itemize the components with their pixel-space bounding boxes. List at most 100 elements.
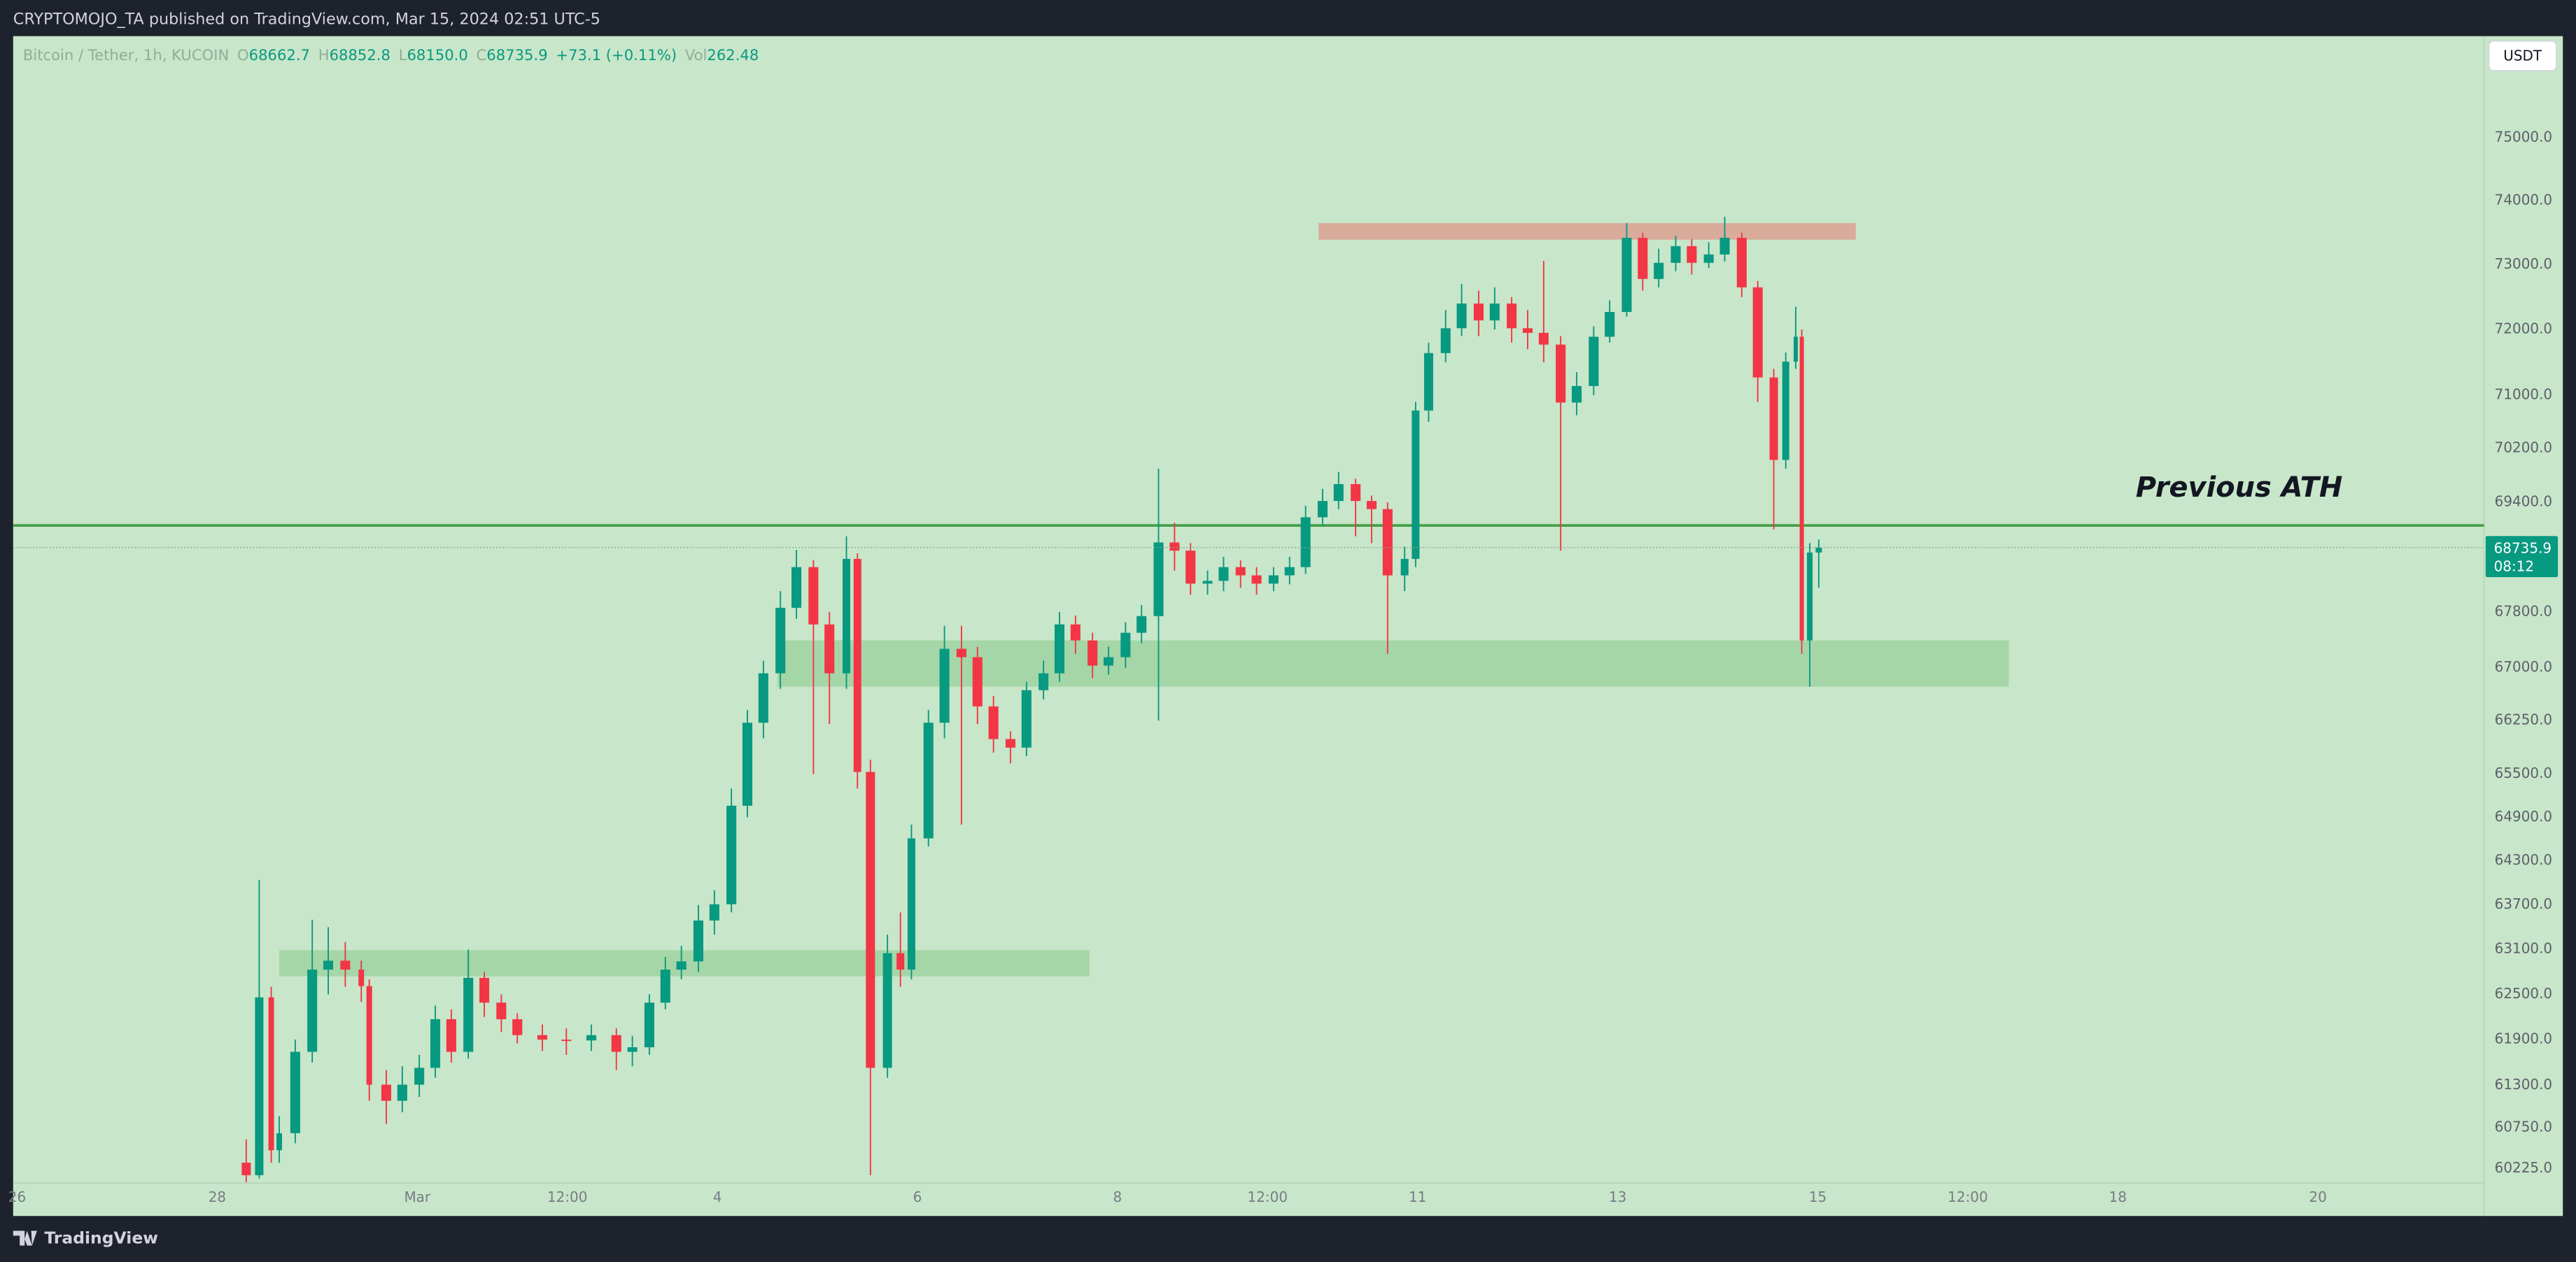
candle-body (907, 838, 915, 970)
candle-body (1538, 332, 1549, 345)
candle-body (1284, 567, 1295, 576)
candle-body (709, 904, 719, 921)
candle-body (1799, 336, 1804, 641)
legend-field-label: L (399, 46, 407, 64)
candle-body (1621, 237, 1632, 312)
candle-body (1382, 509, 1393, 576)
last-price-box (2485, 536, 2559, 577)
legend: Bitcoin / Tether, 1h, KUCOIN O68662.7 H688… (23, 46, 759, 64)
chart-background (13, 36, 2563, 1217)
candle-body (1703, 254, 1714, 263)
countdown-label: 08:12 (2494, 558, 2534, 574)
candle-body (268, 997, 274, 1151)
x-tick-label: 12:00 (547, 1189, 587, 1205)
x-tick-label: 18 (2109, 1189, 2127, 1205)
y-tick-label: 64900.0 (2495, 808, 2552, 825)
legend-field-value: 68150.0 (407, 46, 467, 64)
candle-body (726, 805, 737, 905)
legend-volume-label: Vol (685, 46, 708, 64)
candle-body (1638, 237, 1648, 279)
candle-body (1268, 575, 1279, 584)
last-price-label: 68735.9 (2494, 540, 2552, 557)
candle-body (561, 1040, 572, 1042)
candle-body (1070, 624, 1081, 641)
candle-body (512, 1019, 523, 1035)
candle-body (1670, 246, 1681, 263)
candle-body (1807, 552, 1813, 641)
candle-body (1136, 616, 1147, 633)
x-tick-label: 4 (713, 1189, 722, 1205)
candle-body (241, 1163, 251, 1175)
candle-body (1400, 558, 1409, 576)
candle-body (1815, 547, 1822, 553)
candle-body (1039, 673, 1049, 690)
candle-body (537, 1035, 548, 1040)
candle-body (1054, 624, 1065, 674)
candle-body (742, 723, 753, 806)
candle-body (358, 970, 365, 986)
y-tick-label: 67800.0 (2495, 602, 2552, 619)
candle-body (1794, 336, 1799, 362)
candle-body (866, 772, 875, 1068)
candle-body (463, 977, 474, 1052)
candle-body (1088, 640, 1098, 666)
candle-body (1218, 567, 1229, 581)
y-tick-label: 63700.0 (2495, 895, 2552, 912)
candle-body (775, 607, 786, 674)
legend-field-label: O (237, 46, 249, 64)
x-tick-label: 8 (1113, 1189, 1122, 1205)
candle-body (843, 558, 851, 674)
candle-body (479, 977, 490, 1003)
candle-body (1351, 484, 1361, 502)
currency-button[interactable] (2488, 41, 2557, 71)
y-tick-label: 69400.0 (2495, 493, 2552, 510)
x-tick-label: 15 (1809, 1189, 1827, 1205)
candle-body (611, 1035, 621, 1052)
byline: CRYPTOMOJO_TA published on TradingView.c… (13, 10, 600, 29)
candle-body (644, 1002, 654, 1048)
candle-body (255, 997, 264, 1175)
candle-body (397, 1084, 407, 1101)
zone (1318, 222, 1856, 240)
candle-body (956, 648, 966, 658)
y-tick-label: 63100.0 (2495, 940, 2552, 957)
candle-body (808, 567, 819, 625)
candle-body (1473, 303, 1484, 321)
y-tick-label: 64300.0 (2495, 851, 2552, 868)
candle-body (276, 1133, 283, 1151)
candle-body (923, 723, 934, 839)
candle-body (1522, 328, 1533, 333)
currency-button-label[interactable]: USDT (2503, 48, 2542, 64)
candle-body (1489, 303, 1500, 321)
candle-body (1769, 377, 1778, 460)
line-label: Previous ATH (2136, 472, 2343, 504)
candle-body (1202, 581, 1213, 584)
legend-field-label: H (318, 46, 330, 64)
candle-body (1366, 501, 1377, 509)
candle-body (676, 961, 687, 970)
candle-body (1021, 690, 1032, 748)
plot: Previous ATH (13, 216, 2484, 1182)
candle-body (896, 953, 905, 970)
brand-logo (13, 1231, 37, 1246)
zone (777, 640, 2009, 687)
candle-body (939, 648, 950, 723)
candle-body (414, 1068, 425, 1085)
candle-body (988, 706, 999, 739)
candle-body (1333, 484, 1344, 502)
x-tick-label: 11 (1409, 1189, 1426, 1205)
candle-body (1412, 410, 1420, 559)
candle-body (290, 1051, 300, 1133)
candle-body (1736, 237, 1747, 288)
legend-field-label: C (477, 46, 487, 64)
candle-body (627, 1047, 638, 1052)
y-tick-label: 62500.0 (2495, 985, 2552, 1002)
candle-body (1507, 303, 1517, 329)
candle-body (882, 953, 892, 1068)
candle-body (1103, 657, 1114, 666)
x-tick-label: 28 (209, 1189, 226, 1205)
y-tick-label: 71000.0 (2495, 386, 2552, 403)
candle-body (693, 920, 704, 962)
